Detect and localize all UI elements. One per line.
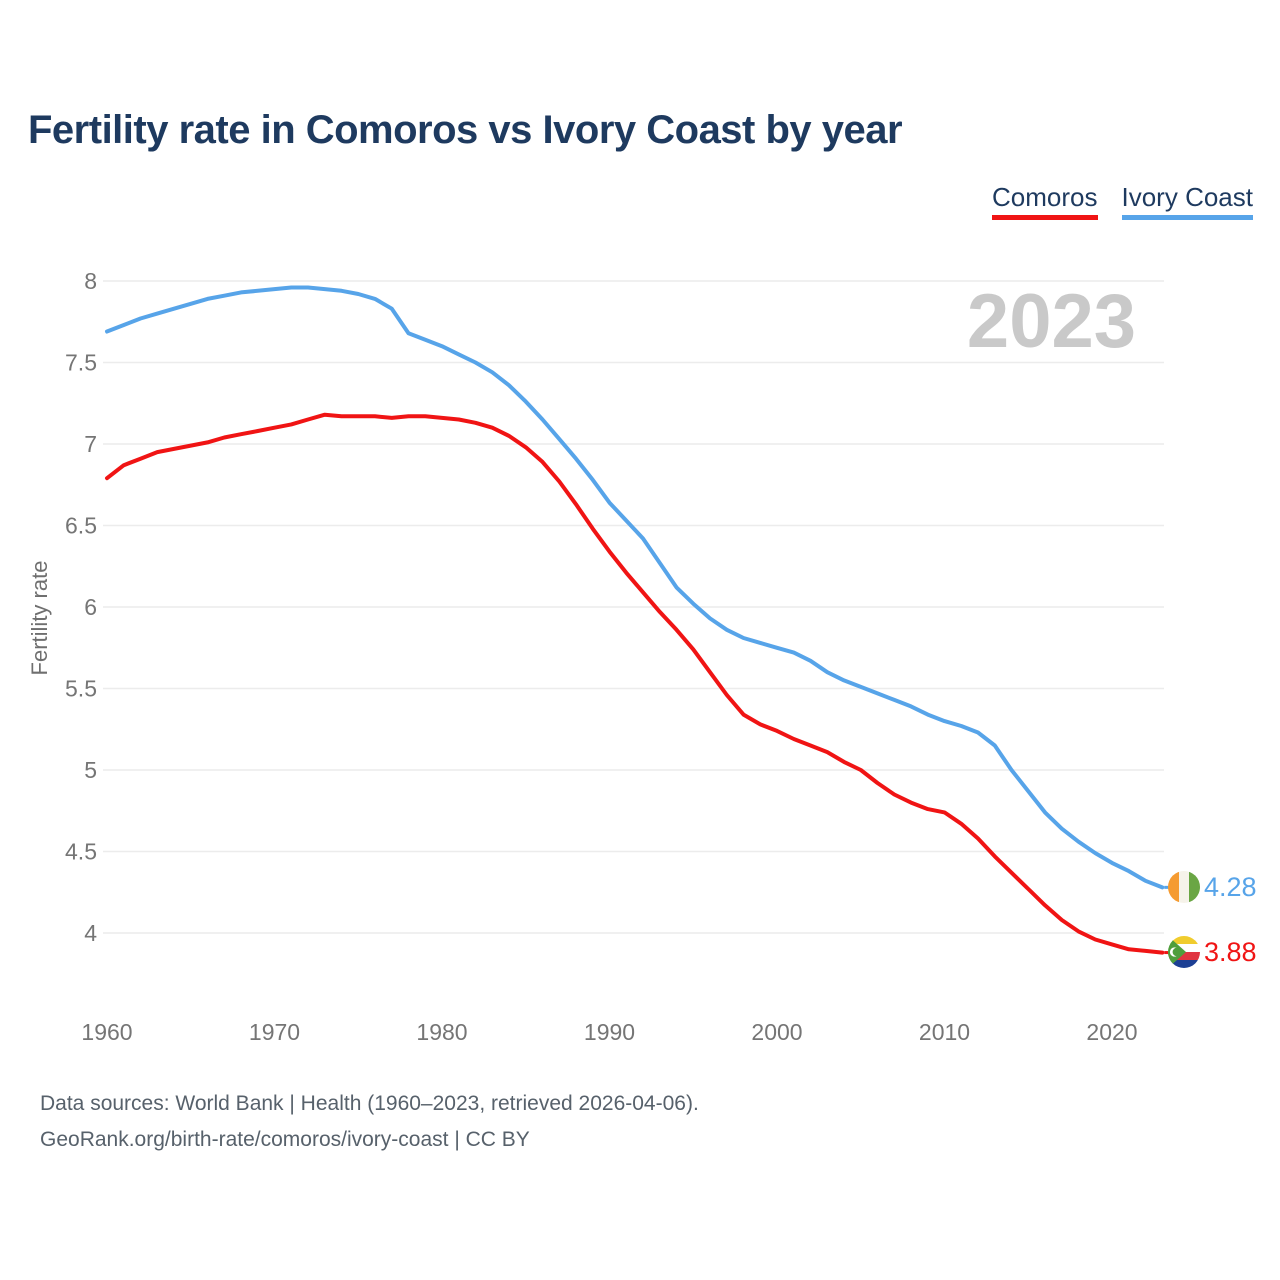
y-tick-label: 5.5: [65, 676, 97, 702]
y-axis-title: Fertility rate: [27, 561, 52, 676]
ivory-coast-end-value: 4.28: [1204, 872, 1257, 902]
footer-sources: Data sources: World Bank | Health (1960–…: [40, 1092, 699, 1115]
y-tick-label: 6: [84, 594, 97, 620]
legend-item-ivory-coast[interactable]: Ivory Coast: [1121, 183, 1253, 220]
ivory-coast-flag-icon: [1168, 871, 1200, 903]
comoros-end-value: 3.88: [1204, 937, 1257, 967]
x-tick-label: 2020: [1086, 1019, 1137, 1045]
y-tick-label: 4: [84, 920, 97, 946]
x-tick-label: 2010: [919, 1019, 970, 1045]
legend-item-comoros[interactable]: Comoros: [992, 183, 1098, 220]
comoros-flag-icon: [1168, 936, 1200, 968]
y-tick-label: 4.5: [65, 839, 97, 865]
y-tick-label: 8: [84, 268, 97, 294]
footer-attribution: GeoRank.org/birth-rate/comoros/ivory-coa…: [40, 1128, 530, 1151]
year-watermark: 2023: [966, 279, 1136, 364]
y-tick-label: 7: [84, 431, 97, 457]
y-tick-label: 6.5: [65, 513, 97, 539]
chart-title: Fertility rate in Comoros vs Ivory Coast…: [28, 108, 903, 152]
y-tick-label: 5: [84, 757, 97, 783]
series-line-comoros: [105, 412, 1165, 955]
x-tick-label: 1970: [249, 1019, 300, 1045]
x-tick-label: 1990: [584, 1019, 635, 1045]
x-tick-label: 1960: [81, 1019, 132, 1045]
y-tick-label: 7.5: [65, 350, 97, 376]
x-tick-label: 1980: [416, 1019, 467, 1045]
legend: Comoros Ivory Coast: [992, 183, 1253, 220]
series-line-ivory-coast: [105, 285, 1165, 890]
x-tick-label: 2000: [751, 1019, 802, 1045]
